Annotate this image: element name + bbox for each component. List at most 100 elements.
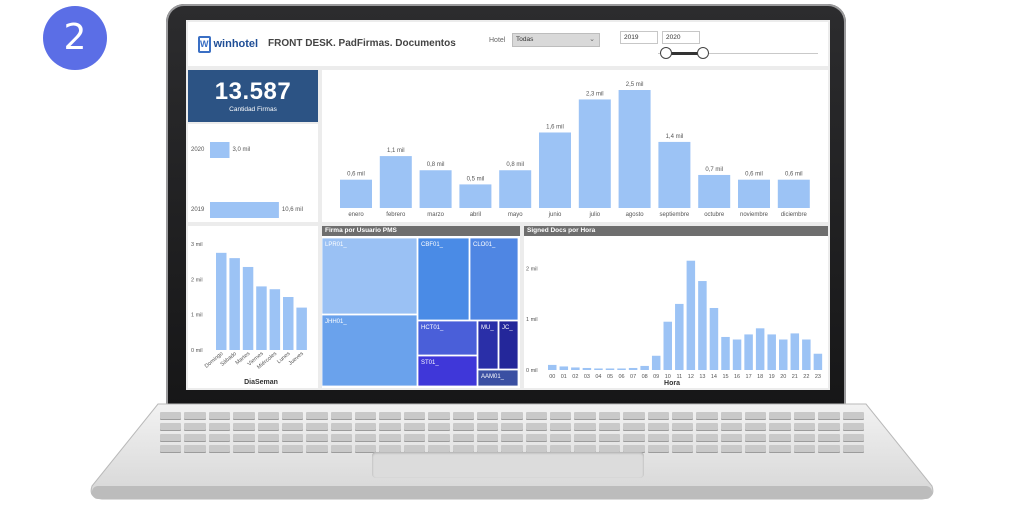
- treemap-tile: [477, 320, 499, 370]
- keyboard-key: [281, 434, 304, 441]
- keyboard-key: [452, 423, 474, 430]
- keyboard-key: [184, 445, 206, 452]
- hour-bar: [721, 336, 730, 370]
- month-tick-label: agosto: [626, 212, 645, 218]
- year-slider-track[interactable]: [658, 53, 818, 54]
- hour-tick-label: 16: [734, 374, 740, 380]
- weekday-bar: [229, 258, 240, 350]
- keyboard-key: [598, 434, 621, 441]
- weekday-bar: [242, 266, 254, 350]
- kpi-card: 13.587 Cantidad Firmas: [188, 70, 318, 122]
- hour-bar: [698, 281, 707, 370]
- keyboard-key: [403, 412, 426, 419]
- hour-bar: [571, 367, 580, 370]
- hour-bar: [790, 333, 800, 370]
- month-bar: [738, 179, 770, 208]
- hour-chart-title: Signed Docs por Hora: [524, 226, 828, 236]
- keyboard-key: [525, 434, 548, 441]
- keyboard-key: [452, 445, 474, 452]
- hour-bar: [779, 339, 788, 370]
- keyboard-key: [818, 445, 840, 452]
- keyboard-key: [257, 412, 279, 419]
- keyboard-key: [818, 434, 840, 441]
- hotel-select[interactable]: Todas ⌄: [512, 33, 600, 47]
- month-bar-label: 0,8 mil: [427, 162, 445, 168]
- weekday-y-tick: 0 mil: [191, 348, 203, 354]
- keyboard-key: [793, 412, 816, 419]
- keyboard-key: [574, 423, 596, 430]
- month-bar-label: 0,8 mil: [506, 162, 524, 168]
- keyboard-key: [769, 445, 791, 452]
- keyboard-key: [745, 412, 767, 419]
- keyboard-key: [696, 434, 718, 441]
- keyboard-key: [720, 412, 743, 419]
- hour-bar: [548, 364, 557, 370]
- hour-bar: [559, 366, 569, 370]
- treemap-tile-label: JHH01_: [325, 319, 347, 325]
- keyboard-key: [842, 434, 864, 441]
- hour-tick-label: 18: [757, 374, 763, 380]
- keyboard-key: [379, 445, 401, 452]
- hour-tick-label: 02: [572, 374, 578, 380]
- month-bar-label: 0,6 mil: [347, 172, 365, 178]
- keyboard-key: [306, 434, 328, 441]
- hotel-filter-label: Hotel: [489, 37, 506, 44]
- keyboard-key: [550, 412, 572, 419]
- treemap-tile-label: LPR01_: [325, 242, 347, 248]
- keyboard-key: [574, 445, 596, 452]
- month-bar: [499, 170, 532, 208]
- treemap-tile: [322, 314, 418, 387]
- keyboard-key: [379, 423, 401, 430]
- month-bar-label: 1,1 mil: [387, 148, 405, 154]
- keyboard-key: [598, 423, 621, 430]
- month-tick-label: octubre: [704, 212, 725, 218]
- keyboard-key: [598, 412, 621, 419]
- treemap-panel: Firma por Usuario PMS LPR01_ CBF01_ CLO01_…: [322, 226, 520, 388]
- hour-tick-label: 11: [676, 374, 682, 380]
- hour-bar: [594, 368, 603, 370]
- keyboard-key: [184, 434, 206, 441]
- keyboard-key: [671, 423, 694, 430]
- keyboard-key: [842, 423, 864, 430]
- weekday-y-tick: 1 mil: [191, 313, 203, 319]
- keyboard-key: [281, 445, 304, 452]
- hour-y-tick: 1 mil: [526, 317, 538, 323]
- treemap-tile-label: HCT01_: [421, 325, 444, 331]
- hour-bar: [663, 321, 672, 370]
- keyboard-key: [623, 412, 645, 419]
- keyboard-key: [160, 412, 182, 419]
- keyboard: [160, 412, 864, 458]
- year-from-input[interactable]: 2019: [620, 31, 658, 44]
- keyboard-key: [160, 445, 182, 452]
- year-slider-handle-start[interactable]: [660, 47, 672, 59]
- hour-bar: [640, 365, 649, 370]
- keyboard-key: [281, 423, 304, 430]
- hour-bar-panel: Signed Docs por Hora 0 mil 1 mil 2 mil 00 01…: [524, 226, 828, 388]
- keyboard-key: [696, 423, 718, 430]
- month-bar-label: 0,6 mil: [785, 172, 803, 178]
- hour-tick-label: 07: [630, 374, 636, 380]
- keyboard-key: [476, 412, 499, 419]
- keyboard-key: [330, 423, 353, 430]
- hour-tick-label: 01: [561, 374, 567, 380]
- keyboard-key: [671, 445, 694, 452]
- weekday-bar: [256, 286, 267, 350]
- year-slider-handle-end[interactable]: [697, 47, 709, 59]
- keyboard-key: [745, 434, 767, 441]
- keyboard-key: [842, 412, 864, 419]
- treemap-tile-label: MU_: [481, 325, 494, 331]
- month-bar: [618, 90, 651, 208]
- keyboard-key: [696, 412, 718, 419]
- hour-tick-label: 10: [665, 374, 671, 380]
- treemap-tile: [417, 238, 470, 321]
- year-to-input[interactable]: 2020: [662, 31, 700, 44]
- month-bar-label: 2,5 mil: [626, 82, 644, 88]
- hour-bar: [605, 368, 615, 370]
- keyboard-key: [671, 434, 694, 441]
- hotel-select-value: Todas: [516, 36, 534, 43]
- keyboard-key: [647, 434, 669, 441]
- keyboard-key: [428, 412, 450, 419]
- month-tick-label: enero: [348, 212, 364, 218]
- month-tick-label: marzo: [427, 212, 444, 218]
- keyboard-key: [160, 423, 182, 430]
